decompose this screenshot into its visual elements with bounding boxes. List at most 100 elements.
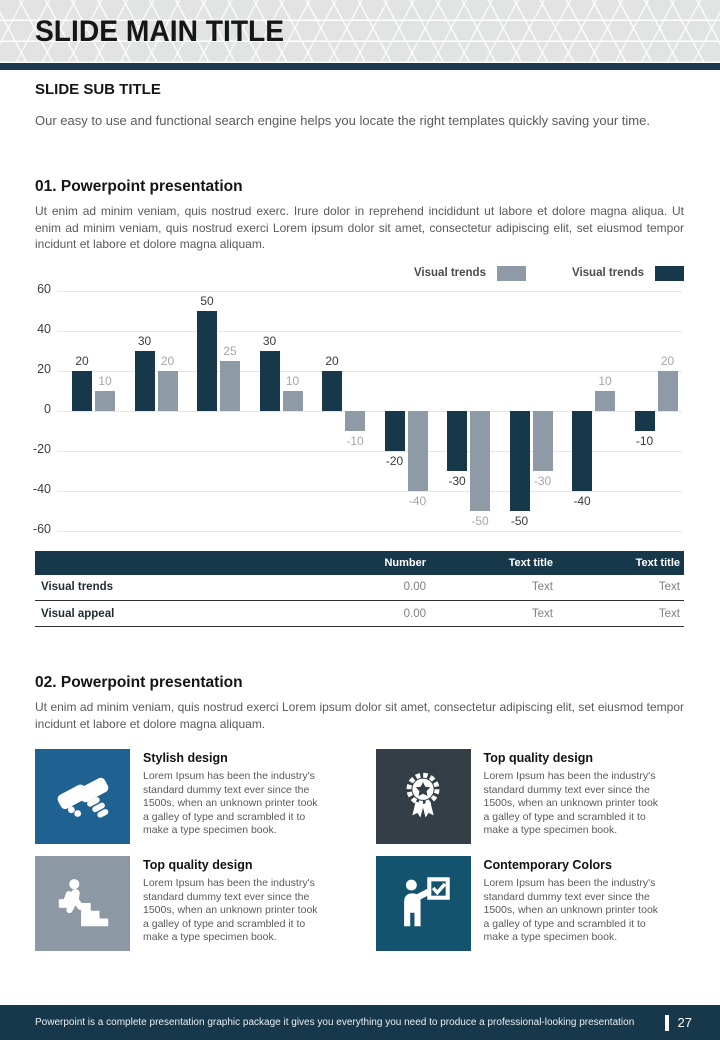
legend-swatch — [496, 265, 526, 281]
y-axis-label: 20 — [37, 361, 51, 376]
bar — [197, 310, 217, 411]
y-axis-label: -20 — [32, 441, 51, 456]
bar — [134, 350, 155, 411]
bar-value-label: -50 — [510, 513, 529, 528]
table-cell: 0.00 — [303, 600, 430, 627]
card-title: Contemporary Colors — [483, 858, 613, 872]
card-title: Stylish design — [143, 751, 228, 765]
bar — [657, 370, 678, 411]
table-row: Visual trends 0.00 Text Text — [35, 574, 684, 601]
footer-page-divider — [664, 1014, 669, 1031]
presenter-icon — [404, 876, 450, 926]
table-header-cell: Number — [303, 550, 430, 575]
bar — [595, 390, 615, 411]
bar — [384, 410, 405, 451]
bar — [634, 410, 655, 431]
card-icon-box — [375, 749, 471, 844]
footer-text: Powerpoint is a complete presentation gr… — [35, 1017, 635, 1028]
y-axis-label: 60 — [37, 281, 51, 296]
bar-value-label: 20 — [660, 353, 675, 368]
handshake-icon — [57, 777, 108, 818]
bar-value-label: 10 — [598, 373, 612, 388]
section-02-body: Ut enim ad minim veniam, quis nostrud ex… — [35, 700, 684, 731]
content-area: SLIDE SUB TITLE Our easy to use and func… — [0, 81, 720, 951]
bar-value-label: 20 — [325, 353, 339, 368]
bar — [282, 390, 303, 411]
y-axis-label: -40 — [32, 481, 51, 496]
career-stairs-icon — [58, 878, 108, 926]
card-text-block: Top quality design Lorem Ipsum has been … — [484, 749, 666, 844]
table-cell: Text — [430, 574, 557, 601]
bar — [157, 370, 178, 411]
bar — [220, 360, 240, 411]
card-icon-box — [35, 749, 130, 844]
award-ribbon-icon — [406, 772, 440, 818]
bar-value-label: 30 — [262, 333, 277, 348]
bar — [509, 410, 530, 511]
data-table: Number Text title Text title Visual trends… — [35, 550, 684, 627]
card-body: Lorem Ipsum has been the industry's stan… — [143, 770, 318, 837]
feature-cards: Stylish design Lorem Ipsum has been the … — [35, 749, 684, 951]
bar — [572, 410, 592, 491]
bar-value-label: 10 — [285, 373, 300, 388]
table-cell: 0.00 — [303, 574, 430, 601]
intro-paragraph: Our easy to use and functional search en… — [35, 113, 650, 128]
bar-value-label: -10 — [635, 433, 654, 448]
bar-value-label: -20 — [385, 453, 404, 468]
card-body: Lorem Ipsum has been the industry's stan… — [483, 877, 659, 944]
card-icon-box — [375, 856, 471, 951]
table-header-cell: Text title — [430, 550, 557, 575]
card-text-block: Stylish design Lorem Ipsum has been the … — [143, 749, 325, 844]
slide-subtitle: SLIDE SUB TITLE — [35, 81, 161, 98]
bar — [470, 410, 490, 511]
bar-value-label: -50 — [471, 513, 489, 528]
bar-chart: 20 30 50 30 20 -20 -30 -50 -40 -10 10 20 25 10 -10 -40 -… — [33, 282, 684, 547]
bar-value-label: 20 — [75, 353, 89, 368]
table-header-cell: Text title — [557, 550, 684, 575]
table-cell: Text — [557, 574, 684, 601]
gridline — [57, 330, 682, 332]
card-text-block: Contemporary Colors Lorem Ipsum has been… — [484, 856, 666, 951]
bar-value-label: 10 — [98, 373, 112, 388]
legend-item: Visual trends — [572, 265, 684, 281]
card-contemporary-colors: Contemporary Colors Lorem Ipsum has been… — [375, 856, 685, 951]
section-01-body: Ut enim ad minim veniam, quis nostrud ex… — [35, 204, 684, 251]
bar — [447, 410, 467, 471]
legend-item: Visual trends — [413, 265, 526, 281]
table-cell: Text — [430, 600, 557, 627]
bar-value-label: 20 — [160, 353, 175, 368]
header-divider — [0, 63, 720, 70]
chart-legend: Visual trends Visual trends — [35, 265, 684, 281]
footer-bar: Powerpoint is a complete presentation gr… — [0, 1005, 720, 1040]
section-01: 01. Powerpoint presentation Ut enim ad m… — [35, 178, 684, 253]
page-title: SLIDE MAIN TITLE — [35, 14, 285, 48]
bar-value-label: -40 — [573, 493, 591, 508]
card-top-quality-design-1: Top quality design Lorem Ipsum has been … — [375, 749, 685, 844]
table-header: Number Text title Text title — [35, 550, 684, 575]
card-stylish-design: Stylish design Lorem Ipsum has been the … — [35, 749, 344, 844]
table-row-label: Visual appeal — [35, 600, 303, 627]
table-row-label: Visual trends — [35, 574, 303, 601]
bar-value-label: 30 — [137, 333, 152, 348]
chart-plot: 20 30 50 30 20 -20 -30 -50 -40 -10 10 20 25 10 -10 -40 -… — [57, 290, 682, 532]
gridline — [57, 370, 682, 372]
card-title: Top quality design — [483, 751, 594, 765]
bar-value-label: -10 — [346, 433, 364, 448]
bar — [345, 410, 365, 431]
table-header-cell — [35, 550, 303, 575]
legend-swatch — [655, 265, 684, 281]
legend-label: Visual trends — [413, 267, 486, 279]
card-body: Lorem Ipsum has been the industry's stan… — [483, 770, 659, 837]
bar-value-label: -40 — [408, 493, 427, 508]
bar-value-label: -30 — [448, 473, 466, 488]
card-text-block: Top quality design Lorem Ipsum has been … — [143, 856, 325, 951]
gridline — [57, 290, 682, 292]
bar-value-label: 25 — [223, 343, 237, 358]
section-02-heading: 02. Powerpoint presentation — [35, 674, 243, 691]
bar — [322, 370, 342, 411]
card-icon-box — [35, 856, 130, 951]
y-axis-label: 0 — [44, 401, 51, 416]
header-banner: SLIDE MAIN TITLE — [0, 0, 720, 63]
bar — [259, 350, 280, 411]
